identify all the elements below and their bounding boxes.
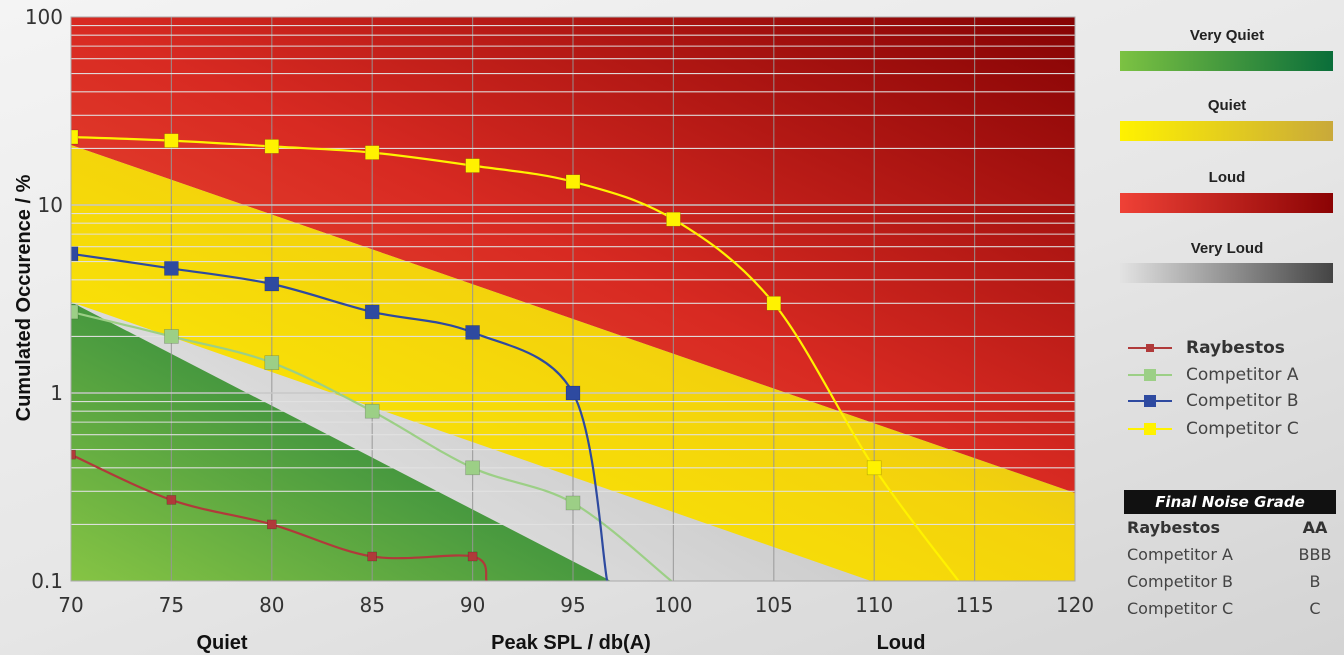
x-tick-label: 95 <box>560 593 585 617</box>
series-point-3 <box>264 139 280 154</box>
band-label-loud: Loud <box>1208 169 1246 186</box>
series-point-2 <box>465 325 480 340</box>
legend-item-competitor-b: Competitor B <box>1126 388 1299 414</box>
series-point-0 <box>71 449 76 460</box>
series-point-3 <box>866 460 882 476</box>
series-point-2 <box>565 385 581 401</box>
series-point-3 <box>465 158 480 173</box>
series-point-1 <box>164 329 179 344</box>
y-tick-label: 1 <box>50 381 63 405</box>
series-point-0 <box>467 551 478 562</box>
band-swatch-loud <box>1120 193 1333 213</box>
grade-row-name: Raybestos <box>1127 518 1221 537</box>
x-tick-label: 70 <box>58 593 83 617</box>
grade-row-grade: BBB <box>1298 545 1332 564</box>
series-point-0 <box>166 495 177 505</box>
grade-row-grade: C <box>1309 599 1321 618</box>
series-layer <box>71 129 960 581</box>
grade-row-name: Competitor A <box>1127 545 1233 564</box>
band-label-quiet: Quiet <box>1207 97 1247 114</box>
grade-table-title: Final Noise Grade <box>1124 490 1336 514</box>
y-axis-title: Cumulated Occurence / % <box>13 174 35 421</box>
band-swatch-very-loud <box>1120 263 1333 283</box>
series-point-1 <box>264 355 280 370</box>
series-point-0 <box>367 551 378 562</box>
legend-label: Competitor B <box>1186 391 1299 411</box>
series-point-1 <box>565 495 581 511</box>
series-point-1 <box>465 460 480 476</box>
series-point-3 <box>766 296 782 311</box>
legend-line-icon <box>1128 395 1172 407</box>
series-point-2 <box>264 276 280 292</box>
series-point-3 <box>666 211 681 227</box>
x-tick-label: 100 <box>654 593 692 617</box>
band-label-very-quiet: Very Quiet <box>1189 27 1265 44</box>
legend-line-icon <box>1128 369 1172 381</box>
grade-row-grade: B <box>1309 572 1321 591</box>
series-line-3 <box>71 135 960 581</box>
y-tick-label: 100 <box>25 5 63 29</box>
series-point-1 <box>71 304 79 320</box>
legend-item-competitor-c: Competitor C <box>1126 416 1299 442</box>
x-axis-title: Peak SPL / db(A) <box>491 632 651 654</box>
series-point-2 <box>364 304 380 320</box>
series-point-1 <box>364 403 380 419</box>
x-tick-label: 75 <box>159 593 184 617</box>
x-tick-label: 90 <box>460 593 485 617</box>
series-point-3 <box>71 129 79 145</box>
grade-row: Raybestos AA <box>1127 518 1335 544</box>
x-tick-label: 105 <box>755 593 793 617</box>
x-tick-label: 85 <box>359 593 384 617</box>
legend-item-competitor-a: Competitor A <box>1126 362 1299 388</box>
legend-item-raybestos: Raybestos <box>1126 335 1285 361</box>
legend-label: Competitor C <box>1186 419 1299 439</box>
legend-line-icon <box>1128 344 1172 352</box>
series-point-3 <box>364 145 380 160</box>
grade-row-grade: AA <box>1302 518 1328 537</box>
band-swatch-quiet <box>1120 121 1333 141</box>
series-point-2 <box>164 261 179 276</box>
legend-label: Raybestos <box>1186 338 1285 358</box>
grade-row-name: Competitor B <box>1127 572 1233 591</box>
y-tick-label: 0.1 <box>31 569 63 593</box>
series-point-3 <box>565 174 581 190</box>
x-right-label: Loud <box>877 632 926 654</box>
band-very-quiet <box>71 302 611 581</box>
plot-frame <box>70 16 1076 582</box>
x-left-label: Quiet <box>196 632 247 654</box>
grade-row: Competitor A BBB <box>1127 545 1335 571</box>
legend-label: Competitor A <box>1186 365 1299 385</box>
x-tick-label: 110 <box>855 593 893 617</box>
band-label-very-loud: Very Loud <box>1190 240 1264 257</box>
series-point-2 <box>71 246 79 262</box>
grade-row: Competitor B B <box>1127 572 1335 598</box>
x-tick-label: 115 <box>956 593 994 617</box>
x-tick-label: 120 <box>1056 593 1094 617</box>
band-swatch-very-quiet <box>1120 51 1333 71</box>
x-tick-label: 80 <box>259 593 284 617</box>
grade-row-name: Competitor C <box>1127 599 1234 618</box>
legend-line-icon <box>1128 423 1172 435</box>
grade-row: Competitor C C <box>1127 599 1335 625</box>
y-tick-label: 10 <box>38 193 63 217</box>
series-point-3 <box>164 133 179 148</box>
series-point-0 <box>266 519 277 530</box>
